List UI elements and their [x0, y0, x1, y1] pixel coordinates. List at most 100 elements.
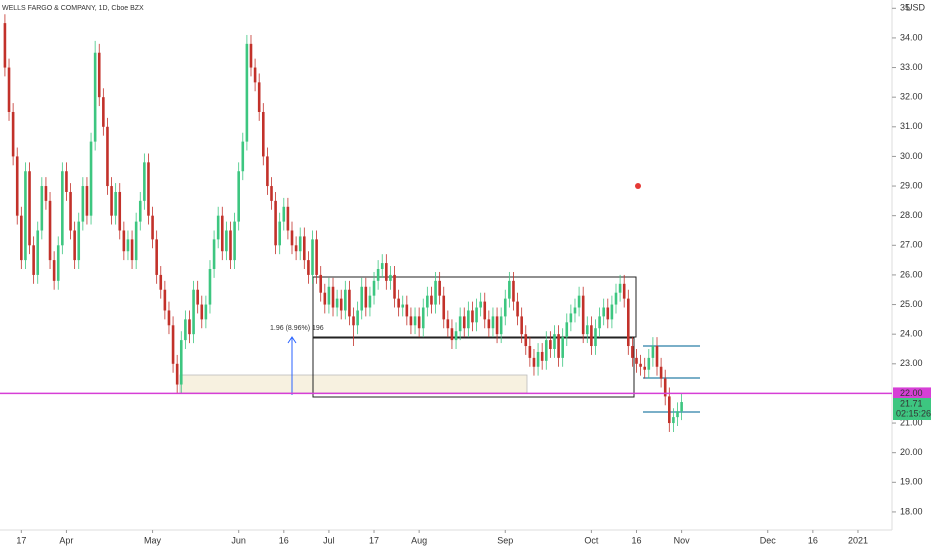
- currency-label: USD: [906, 2, 926, 12]
- candle-body: [413, 316, 417, 326]
- candle-body: [278, 221, 281, 246]
- plot-area: 1.96 (8.96%) 196: [3, 14, 700, 432]
- y-tick-label: 33.00: [900, 62, 923, 72]
- last-price-label: 21.71: [900, 398, 923, 408]
- candle-body: [225, 230, 228, 252]
- candle-body: [487, 319, 491, 329]
- candle-body: [335, 298, 339, 308]
- candle-body: [204, 304, 208, 320]
- x-tick-label: Sep: [497, 535, 513, 545]
- candle-body: [499, 316, 503, 335]
- candle-body: [323, 292, 327, 305]
- candle-body: [380, 263, 384, 269]
- candle-body: [327, 286, 331, 305]
- candle-body: [192, 289, 195, 335]
- candle-body: [503, 298, 507, 317]
- candle-body: [520, 316, 523, 335]
- candle-body: [676, 411, 679, 418]
- candle-body: [528, 346, 532, 358]
- x-tick-label: Aug: [411, 535, 427, 545]
- x-tick-label: Jun: [231, 535, 246, 545]
- candle-body: [311, 239, 314, 275]
- candle-body: [167, 310, 171, 326]
- candle-body: [417, 316, 421, 329]
- candle-body: [549, 340, 552, 349]
- candle-body: [208, 268, 212, 305]
- hline-price-box: [893, 387, 931, 400]
- candle-body: [553, 334, 556, 349]
- candle-body: [11, 111, 15, 157]
- y-tick-label: 35: [900, 3, 910, 13]
- candle-body: [631, 346, 634, 358]
- y-tick-label: 24.00: [900, 329, 923, 339]
- candle-body: [249, 43, 253, 68]
- candle-body: [450, 328, 454, 341]
- y-tick-label: 23.00: [900, 358, 923, 368]
- candle-body: [512, 280, 515, 302]
- candle-body: [216, 215, 220, 240]
- x-tick-label: Dec: [760, 535, 777, 545]
- candle-body: [81, 186, 85, 222]
- x-tick-label: 16: [279, 535, 289, 545]
- candle-body: [622, 283, 626, 299]
- candle-body: [237, 171, 240, 222]
- candle-body: [229, 230, 232, 261]
- candle-body: [409, 316, 413, 326]
- candle-body: [282, 206, 286, 222]
- candle-body: [639, 363, 642, 367]
- y-tick-label: 30.00: [900, 151, 923, 161]
- candle-body: [389, 274, 392, 281]
- candle-body: [266, 156, 269, 187]
- candle-body: [590, 325, 593, 347]
- candle-body: [438, 280, 441, 296]
- range-box: [312, 337, 635, 398]
- candle-body: [102, 97, 105, 127]
- x-tick-label: 17: [16, 535, 26, 545]
- candle-body: [516, 301, 519, 317]
- y-tick-label: 26.00: [900, 269, 923, 279]
- candle-body: [253, 67, 257, 83]
- candle-body: [360, 286, 364, 311]
- candle-body: [430, 295, 433, 305]
- x-tick-label: Oct: [584, 535, 599, 545]
- candle-body: [680, 402, 683, 412]
- y-tick-label: 21.00: [900, 417, 923, 427]
- candle-body: [274, 200, 277, 246]
- y-tick-label: 20.00: [900, 447, 923, 457]
- candle-body: [77, 221, 81, 261]
- zone-box: [179, 374, 528, 394]
- candle-body: [69, 191, 72, 231]
- candle-body: [594, 328, 597, 347]
- y-tick-label: 29.00: [900, 180, 923, 190]
- candle-body: [405, 304, 409, 317]
- candle-body: [663, 378, 667, 397]
- candle-body: [475, 307, 478, 323]
- candle-body: [114, 191, 117, 216]
- x-tick-label: 17: [369, 535, 379, 545]
- x-tick-label: Apr: [59, 535, 73, 545]
- x-tick-label: 2021: [848, 535, 868, 545]
- candle-body: [40, 186, 44, 231]
- candle-body: [544, 340, 548, 361]
- candle-body: [532, 357, 536, 367]
- candle-body: [73, 230, 76, 261]
- candle-body: [163, 289, 167, 311]
- candle-body: [290, 230, 294, 246]
- candle-body: [565, 322, 569, 338]
- candle-body: [483, 301, 487, 320]
- candle-body: [196, 289, 199, 305]
- candle-body: [118, 191, 122, 231]
- candle-body: [171, 325, 175, 364]
- candle-body: [614, 292, 618, 305]
- y-tick-label: 34.00: [900, 32, 923, 42]
- candle-body: [233, 221, 236, 261]
- candle-body: [557, 334, 560, 358]
- candle-body: [356, 310, 359, 326]
- y-tick-label: 31.00: [900, 121, 923, 131]
- candle-body: [348, 289, 351, 317]
- candle-body: [540, 351, 544, 361]
- measure-arrow-head: [287, 336, 297, 344]
- marker-dot: [635, 183, 641, 189]
